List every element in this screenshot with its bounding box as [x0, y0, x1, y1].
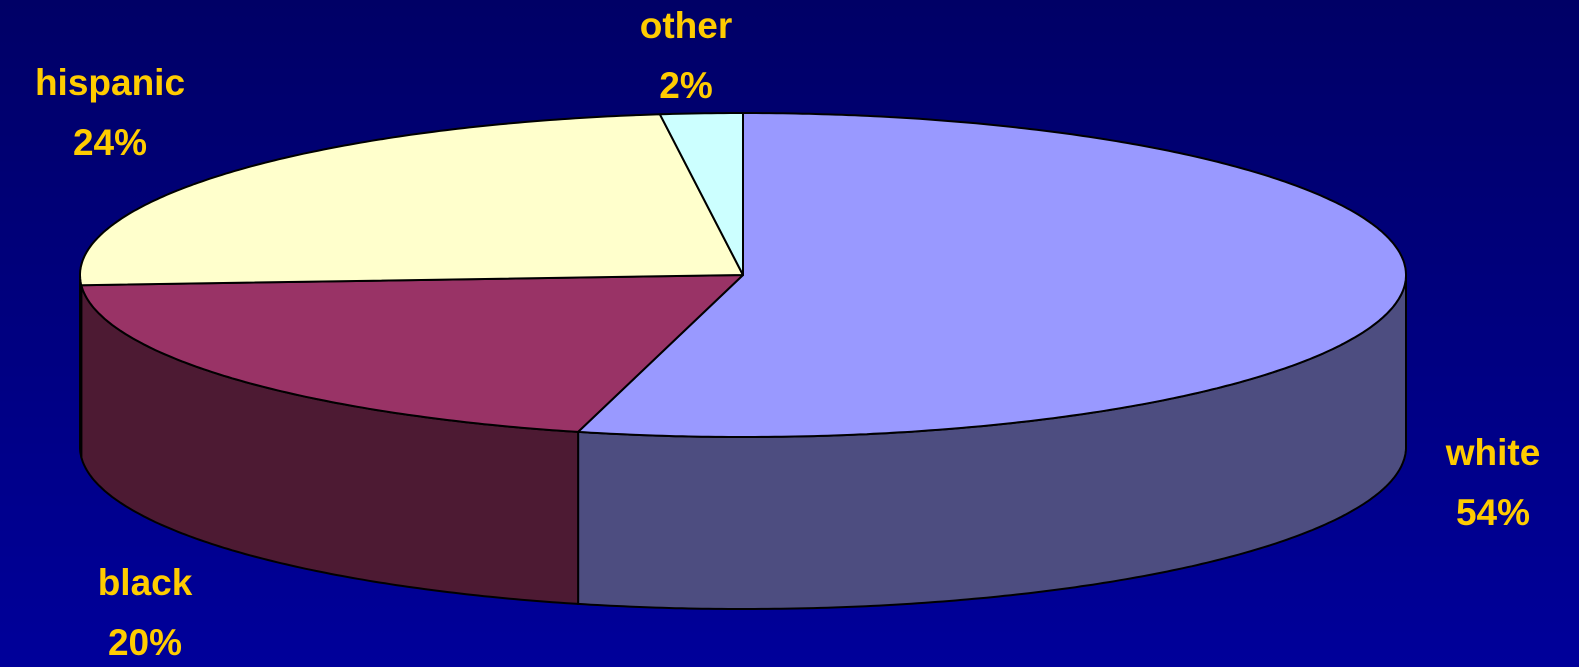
value-label: 20%: [108, 622, 182, 663]
slice-side: [79, 275, 83, 458]
slice: [80, 274, 744, 433]
slice: [577, 112, 1407, 438]
value-label: 2%: [659, 65, 712, 106]
value-label: 24%: [73, 122, 147, 163]
slice: [79, 113, 744, 287]
value-label: 54%: [1456, 492, 1530, 533]
slice-label: black: [98, 562, 193, 603]
slice-label: other: [640, 5, 733, 46]
slice-label: hispanic: [35, 62, 185, 103]
slice-label: white: [1445, 432, 1541, 473]
slice: [658, 112, 744, 276]
